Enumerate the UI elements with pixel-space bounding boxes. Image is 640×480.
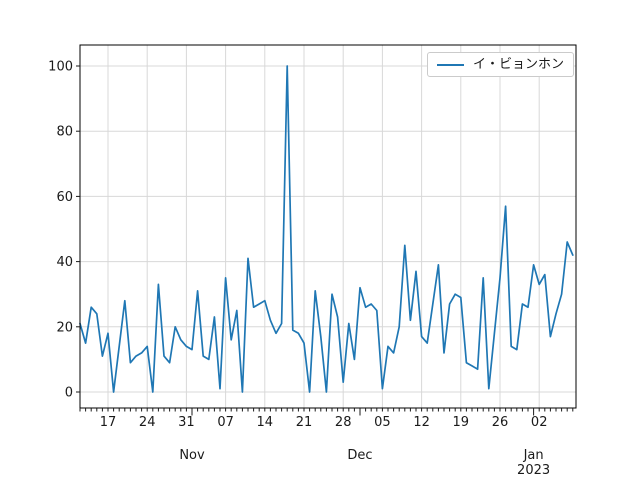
axes-border [79, 44, 577, 409]
y-tick-label: 40 [56, 255, 73, 270]
x-tick-label: 19 [453, 415, 470, 430]
month-label: Dec [347, 448, 372, 463]
x-tick-label: 05 [374, 415, 391, 430]
grid [80, 45, 576, 408]
month-label: Jan [523, 448, 544, 463]
x-tick-label: 02 [531, 415, 548, 430]
x-tick-label: 24 [139, 415, 156, 430]
series-line [79, 65, 574, 393]
x-tick-label: 31 [178, 415, 195, 430]
legend-line-sample [437, 63, 464, 66]
axis-labels: 0 20 40 60 80 100 17 24 31 07 14 21 28 05 12 19 26 02 Nov D… [48, 60, 550, 479]
x-tick-label: 17 [100, 415, 117, 430]
month-label: Nov [179, 448, 205, 463]
legend: イ・ビョンホン [427, 52, 575, 77]
y-tick-label: 80 [56, 125, 73, 140]
legend-label: イ・ビョンホン [473, 57, 565, 72]
x-tick-label: 26 [492, 415, 509, 430]
x-tick-label: 12 [413, 415, 430, 430]
axis-ticks [76, 65, 574, 416]
x-tick-label: 07 [217, 415, 234, 430]
x-tick-label: 28 [335, 415, 352, 430]
x-tick-label: 21 [296, 415, 313, 430]
y-tick-label: 100 [48, 60, 73, 75]
y-tick-label: 20 [56, 320, 73, 335]
y-tick-label: 0 [65, 386, 73, 401]
year-label: 2023 [517, 463, 550, 478]
x-tick-label: 14 [257, 415, 274, 430]
y-tick-label: 60 [56, 190, 73, 205]
